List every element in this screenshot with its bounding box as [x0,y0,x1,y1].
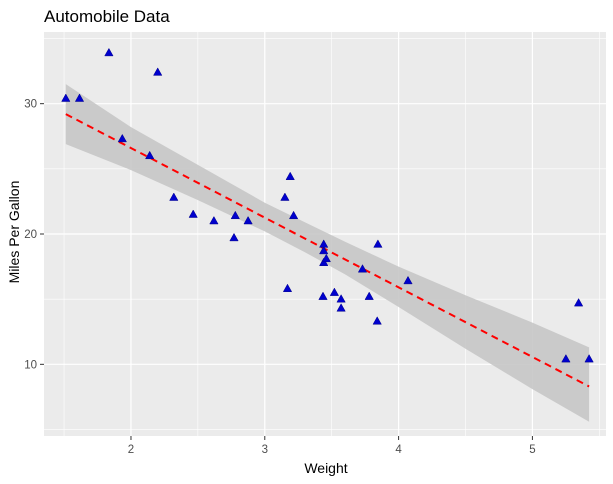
data-point [288,210,299,220]
data-point [282,283,293,292]
y-axis-title: Miles Per Gallon [6,181,22,284]
data-point [145,150,155,160]
data-point [229,232,239,242]
x-axis-title: Weight [304,460,347,476]
chart-title: Automobile Data [44,7,170,26]
data-point [188,209,198,218]
y-tick-label: 20 [24,229,37,241]
data-point [74,93,85,102]
x-axis-ticks: 2 3 4 5 [128,436,536,456]
data-point [403,275,413,285]
data-point [169,192,179,201]
data-point [319,239,329,248]
data-point [321,253,331,263]
data-point [104,47,114,57]
data-point [336,303,346,312]
data-point [61,93,71,102]
data-point [280,192,290,201]
data-point [372,316,382,325]
x-tick-label: 4 [395,444,402,456]
data-point [153,67,163,76]
y-axis-ticks: 10 20 30 [24,99,44,371]
data-point [230,210,240,220]
data-point [318,291,328,300]
data-point [373,239,383,248]
y-tick-label: 10 [24,359,37,371]
trend-line [65,113,590,388]
data-point [117,133,127,143]
x-tick-label: 2 [128,444,134,456]
regression-line [65,113,590,388]
data-point [285,171,295,180]
data-points [61,47,594,363]
data-point [243,215,253,225]
y-tick-label: 30 [24,99,37,111]
data-point [329,287,340,296]
data-point [209,215,219,225]
data-point [584,354,594,363]
x-tick-label: 3 [262,444,268,456]
data-point [573,298,584,307]
data-point [561,354,571,363]
data-point [357,264,368,273]
data-point [364,291,374,300]
data-point [336,294,346,303]
data-point [319,245,329,255]
x-tick-label: 5 [529,444,535,456]
